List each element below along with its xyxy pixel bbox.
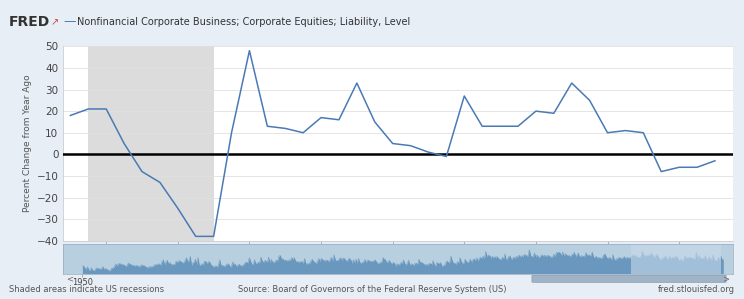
Text: FRED: FRED [9, 16, 50, 29]
Bar [632, 244, 721, 274]
Text: fred.stlouisfed.org: fred.stlouisfed.org [658, 286, 735, 295]
Text: Source: Board of Governors of the Federal Reserve System (US): Source: Board of Governors of the Federa… [238, 286, 506, 295]
FancyBboxPatch shape [532, 275, 726, 282]
Y-axis label: Percent Change from Year Ago: Percent Change from Year Ago [23, 75, 32, 212]
Text: —: — [63, 15, 76, 28]
Text: Nonfinancial Corporate Business; Corporate Equities; Liability, Level: Nonfinancial Corporate Business; Corpora… [77, 16, 411, 27]
Text: >: > [722, 274, 730, 283]
Text: Shaded areas indicate US recessions: Shaded areas indicate US recessions [9, 286, 164, 295]
Text: <: < [67, 274, 74, 283]
Bar [89, 46, 214, 241]
Text: ↗: ↗ [51, 17, 59, 28]
